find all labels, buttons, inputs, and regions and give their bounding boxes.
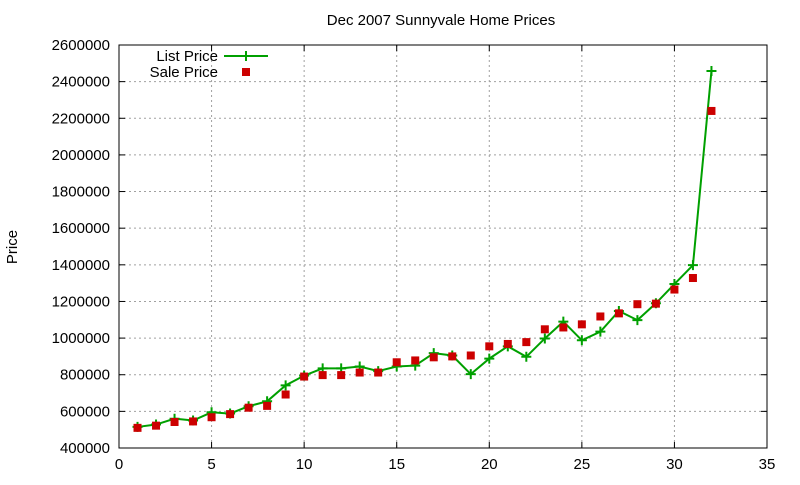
y-tick-label: 800000 [60, 367, 110, 384]
data-point-list-price [576, 335, 587, 346]
data-point-sale-price [707, 106, 716, 115]
data-point-sale-price [318, 371, 327, 380]
data-point-sale-price [263, 401, 272, 410]
data-point-list-price [280, 380, 291, 391]
data-point-sale-price [429, 353, 438, 362]
grid [119, 45, 767, 448]
data-point-sale-price [466, 351, 475, 360]
data-point-sale-price [207, 413, 216, 422]
data-point-sale-price [540, 325, 549, 334]
data-point-list-price [484, 353, 495, 364]
data-point-list-price [687, 260, 698, 271]
data-point-sale-price [448, 352, 457, 361]
y-tick-label: 1600000 [52, 220, 110, 237]
data-point-sale-price [485, 342, 494, 351]
data-point-list-price [539, 333, 550, 344]
data-point-sale-price [152, 421, 161, 430]
x-tick-label: 5 [207, 456, 215, 473]
legend: List Price Sale Price [150, 48, 268, 81]
data-point-list-price [465, 369, 476, 380]
data-point-sale-price [133, 423, 142, 432]
legend-label-list-price: List Price [156, 48, 218, 65]
data-point-list-price [706, 66, 717, 77]
data-point-sale-price [688, 274, 697, 283]
legend-label-sale-price: Sale Price [150, 64, 218, 81]
x-tick-label: 15 [388, 456, 405, 473]
x-tick-label: 35 [759, 456, 776, 473]
data-point-sale-price [170, 417, 179, 426]
data-point-sale-price [411, 356, 420, 365]
series-line-list-price [137, 70, 713, 428]
data-point-sale-price [355, 368, 364, 377]
x-tick-label: 30 [666, 456, 683, 473]
data-point-sale-price [189, 417, 198, 426]
data-point-list-price [521, 351, 532, 362]
y-tick-label: 400000 [60, 440, 110, 457]
y-tick-label: 1800000 [52, 184, 110, 201]
series-layer [132, 66, 717, 432]
plot-frame [118, 44, 768, 449]
data-point-sale-price [596, 312, 605, 321]
data-point-sale-price [392, 358, 401, 367]
y-tick-label: 2000000 [52, 147, 110, 164]
y-tick-label: 2400000 [52, 74, 110, 91]
x-tick-label: 20 [481, 456, 498, 473]
y-tick-label: 1400000 [52, 257, 110, 274]
data-point-sale-price [559, 323, 568, 332]
data-point-sale-price [651, 299, 660, 308]
data-point-sale-price [670, 285, 679, 294]
ticks: 0 5 10 15 20 25 30 35 400000 600000 800000 1000000 1… [52, 37, 776, 473]
y-tick-label: 2200000 [52, 110, 110, 127]
data-point-sale-price [577, 320, 586, 329]
data-point-sale-price [522, 338, 531, 347]
data-point-sale-price [633, 300, 642, 309]
data-point-sale-price [503, 339, 512, 348]
data-point-sale-price [281, 390, 290, 399]
x-tick-label: 10 [296, 456, 313, 473]
y-tick-label: 600000 [60, 403, 110, 420]
data-point-sale-price [300, 372, 309, 381]
legend-plus-list-price [241, 51, 251, 61]
data-point-sale-price [337, 371, 346, 380]
y-tick-label: 1200000 [52, 293, 110, 310]
data-point-sale-price [244, 403, 253, 412]
chart-title: Dec 2007 Sunnyvale Home Prices [327, 12, 555, 29]
data-point-sale-price [374, 368, 383, 377]
y-tick-label: 2600000 [52, 37, 110, 54]
legend-marker-sale-price [242, 68, 250, 76]
y-tick-label: 1000000 [52, 330, 110, 347]
data-point-sale-price [614, 309, 623, 318]
y-axis-label: Price [4, 230, 21, 264]
x-tick-label: 0 [115, 456, 123, 473]
data-point-list-price [632, 315, 643, 326]
data-point-list-price [595, 326, 606, 337]
x-tick-label: 25 [574, 456, 591, 473]
data-point-sale-price [226, 410, 235, 419]
